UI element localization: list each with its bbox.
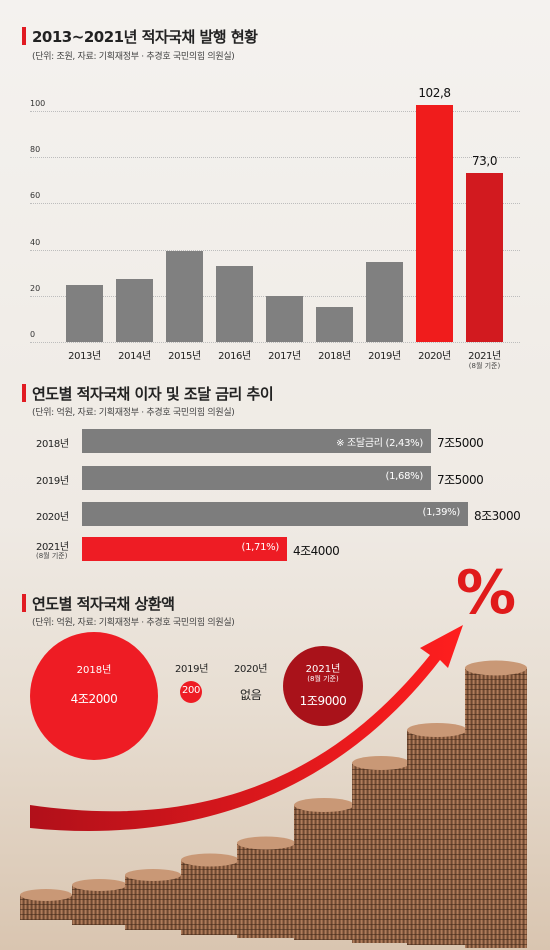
- x-tick-label: 2017년: [268, 351, 301, 362]
- section-subtitle: (단위: 억원, 자료: 기획재정부 · 추경호 국민의힘 의원실): [32, 618, 235, 628]
- repayment-year-2019: 2019년: [175, 664, 209, 675]
- growth-arrow: [30, 625, 463, 832]
- y-tick-label: 2021년: [36, 542, 69, 553]
- y-tick-label: 20: [30, 283, 41, 293]
- issuance-bar-chart: 0 20 40 60 80 100 2013년 2014년 2015년 2016년 2017년 201…: [0, 0, 550, 380]
- repayment-circle-2018: 2018년 4조2000: [30, 632, 158, 760]
- section-interest: 연도별 적자국채 이자 및 조달 금리 추이 (단위: 억원, 자료: 기획재정…: [0, 380, 550, 580]
- y-tick-label: 2020년: [36, 512, 69, 523]
- bar: (1,68%): [82, 466, 431, 490]
- interest-hbar-chart: 2018년 ※ 조달금리 (2,43%) 7조5000 2019년 (1,68%) 7조5…: [0, 380, 550, 580]
- data-label: 7조5000: [437, 473, 484, 487]
- x-tick-label: 2018년: [318, 351, 351, 362]
- x-tick-label: 2021년: [468, 351, 501, 362]
- rate-label: (1,39%): [422, 507, 461, 518]
- y-tick-label: 40: [30, 237, 41, 247]
- x-tick-label: 2016년: [218, 351, 251, 362]
- bar: [116, 278, 153, 342]
- repayment-amount: 1조9000: [299, 694, 347, 708]
- section-title: 연도별 적자국채 상환액: [32, 595, 175, 613]
- x-tick-label: 2013년: [68, 351, 101, 362]
- repayment-year: 2021년: [305, 664, 341, 675]
- x-tick-label: 2015년: [168, 351, 201, 362]
- section-accent-bar: [22, 384, 26, 402]
- bar: (1,71%): [82, 537, 287, 561]
- repayment-circle-2019: 200: [180, 681, 202, 703]
- y-tick-note: (8월 기준): [36, 552, 68, 560]
- x-tick-label: 2020년: [418, 351, 451, 362]
- x-tick-label: 2019년: [368, 351, 401, 362]
- bar: [266, 295, 303, 342]
- repayment-year-note: (8월 기준): [307, 675, 339, 683]
- bar: [366, 262, 403, 342]
- repayment-year-2020: 2020년: [234, 664, 268, 675]
- data-label: 8조3000: [474, 509, 521, 523]
- section-issuance: 2013~2021년 적자국채 발행 현황 (단위: 조원, 자료: 기획재정부…: [0, 0, 550, 380]
- repayment-amount: 200: [182, 685, 200, 696]
- data-label: 73,0: [471, 154, 498, 169]
- repayment-amount: 4조2000: [70, 692, 118, 706]
- repayment-circle-2021: 2021년 (8월 기준) 1조9000: [283, 646, 363, 726]
- repayment-amount-2020: 없음: [240, 688, 262, 702]
- bar: (1,39%): [82, 502, 468, 526]
- grid-line: [30, 203, 520, 205]
- repayment-year: 2018년: [76, 665, 112, 676]
- x-tick-note: (8월 기준): [468, 362, 501, 370]
- section-repayment: 연도별 적자국채 상환액 (단위: 억원, 자료: 기획재정부 · 추경호 국민…: [0, 558, 550, 950]
- grid-line: [30, 111, 520, 113]
- section-title: 연도별 적자국채 이자 및 조달 금리 추이: [32, 385, 274, 403]
- y-tick-label: 2019년: [36, 476, 69, 487]
- y-tick-label: 80: [30, 145, 41, 155]
- grid-line: [30, 342, 520, 343]
- data-label: 7조5000: [437, 436, 484, 450]
- bar: [216, 265, 253, 342]
- y-tick-label: 0: [30, 330, 36, 339]
- section-accent-bar: [22, 594, 26, 612]
- section-accent-bar: [22, 27, 26, 45]
- section-title: 2013~2021년 적자국채 발행 현황: [32, 28, 258, 46]
- percent-icon: %: [456, 558, 517, 628]
- bar: [66, 285, 103, 342]
- rate-label: ※ 조달금리 (2,43%): [336, 438, 423, 449]
- rate-label: (1,71%): [241, 542, 280, 553]
- data-label: 102,8: [418, 85, 451, 100]
- y-tick-label: 100: [30, 99, 46, 109]
- bar: [316, 307, 353, 342]
- rate-label: (1,68%): [385, 471, 424, 482]
- grid-line: [30, 249, 520, 251]
- bar: ※ 조달금리 (2,43%): [82, 429, 431, 453]
- grid-line: [30, 157, 520, 159]
- x-tick-label: 2014년: [118, 351, 151, 362]
- bar: [416, 104, 453, 342]
- data-label: 4조4000: [293, 544, 340, 558]
- bar: [466, 173, 503, 342]
- coin-stacks: [20, 660, 527, 948]
- section-subtitle: (단위: 억원, 자료: 기획재정부 · 추경호 국민의힘 의원실): [32, 408, 235, 418]
- bar: [166, 250, 203, 342]
- section-subtitle: (단위: 조원, 자료: 기획재정부 · 추경호 국민의힘 의원실): [32, 52, 235, 62]
- y-tick-label: 2018년: [36, 439, 69, 450]
- y-tick-label: 60: [30, 191, 41, 201]
